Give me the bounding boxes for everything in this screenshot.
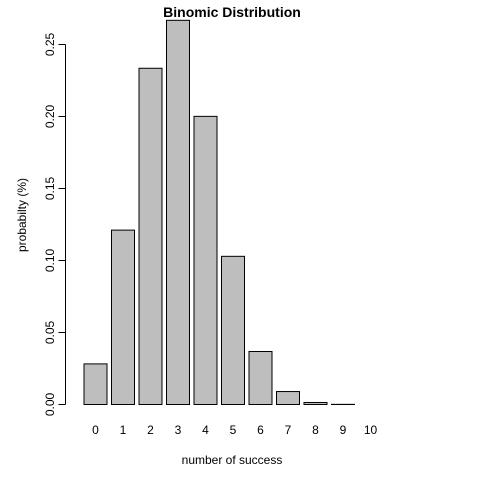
x-tick-labels: 0 1 2 3 4 5 6 7 8 9 10 xyxy=(92,423,377,437)
bar-3 xyxy=(166,19,190,405)
y-tick-label: 0.15 xyxy=(43,176,57,200)
x-tick-label: 4 xyxy=(202,423,209,437)
y-tick-label: 0.10 xyxy=(43,248,57,272)
x-tick-label: 10 xyxy=(364,423,378,437)
y-axis-label: probabilty (%) xyxy=(15,178,29,252)
y-tick-label: 0.20 xyxy=(43,104,57,128)
x-tick-label: 5 xyxy=(230,423,237,437)
bar-4 xyxy=(193,115,218,406)
y-tick-label: 0.25 xyxy=(43,32,57,56)
bar-5 xyxy=(221,255,245,405)
x-tick-label: 8 xyxy=(312,423,319,437)
y-axis: 0.00 0.05 0.10 0.15 0.20 0.25 xyxy=(43,32,66,416)
bar-8 xyxy=(303,401,328,406)
bar-7 xyxy=(276,391,300,406)
x-tick-label: 2 xyxy=(147,423,154,437)
bar-6 xyxy=(248,351,273,405)
x-tick-label: 1 xyxy=(120,423,127,437)
x-axis-label: number of success xyxy=(182,453,283,467)
bars-group xyxy=(83,19,355,406)
x-tick-label: 0 xyxy=(92,423,99,437)
x-tick-label: 6 xyxy=(257,423,264,437)
bar-0 xyxy=(83,363,108,405)
bar-1 xyxy=(111,229,135,405)
x-tick-label: 3 xyxy=(175,423,182,437)
chart-title: Binomic Distribution xyxy=(163,4,301,20)
x-tick-label: 7 xyxy=(285,423,292,437)
y-tick-label: 0.00 xyxy=(43,392,57,416)
bar-2 xyxy=(138,67,163,405)
x-tick-label: 9 xyxy=(340,423,347,437)
y-tick-label: 0.05 xyxy=(43,320,57,344)
